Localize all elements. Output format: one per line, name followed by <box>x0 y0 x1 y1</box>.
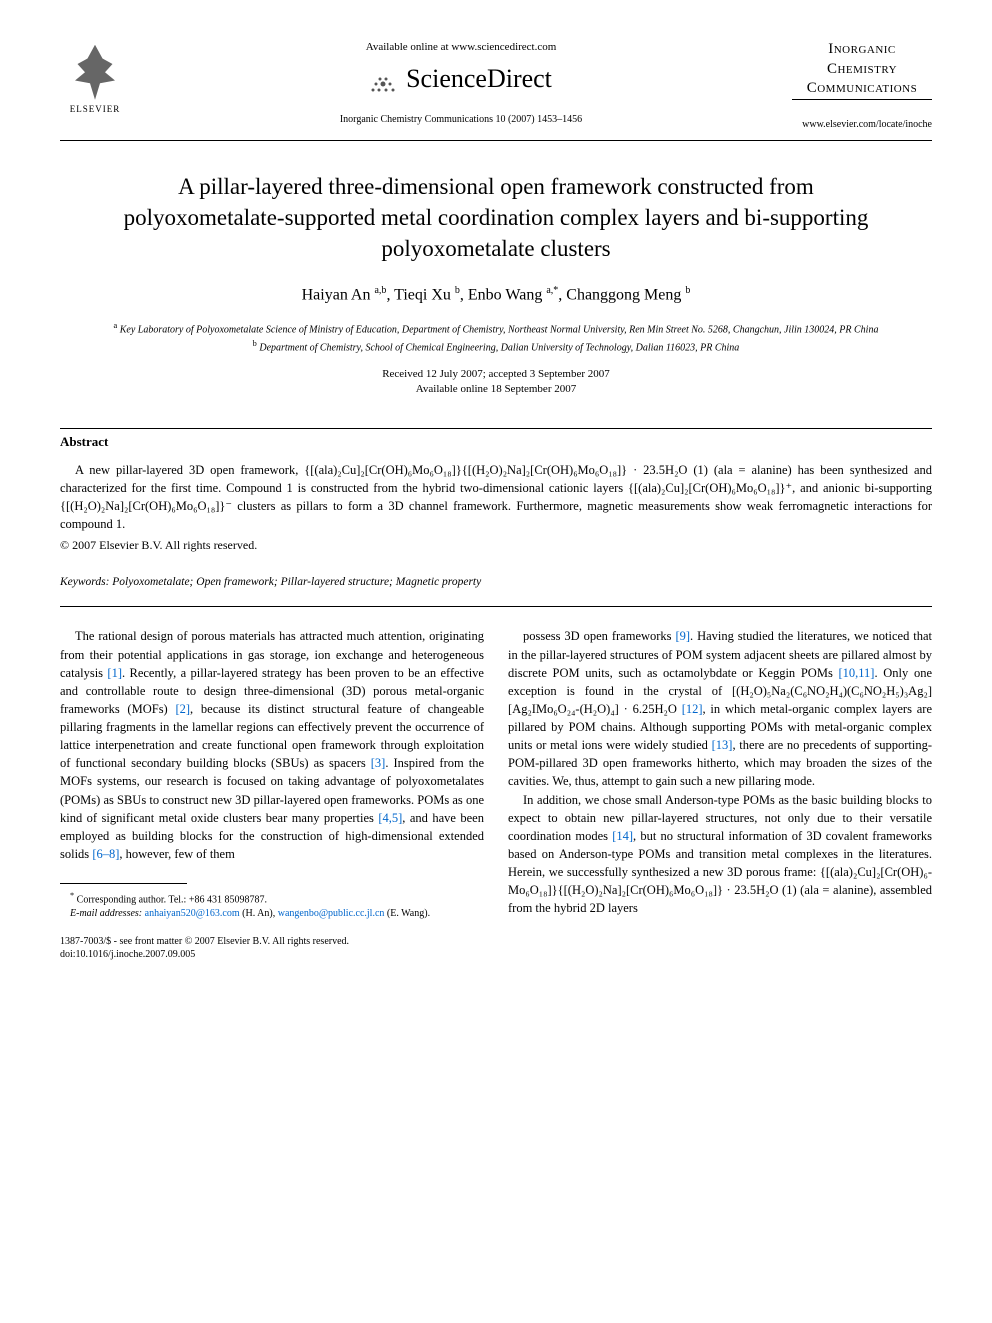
issn-line: 1387-7003/$ - see front matter © 2007 El… <box>60 935 484 948</box>
body-columns: The rational design of porous materials … <box>60 627 932 961</box>
affiliation-a: a Key Laboratory of Polyoxometalate Scie… <box>60 320 932 337</box>
keywords-text: Polyoxometalate; Open framework; Pillar-… <box>112 576 481 588</box>
article-dates: Received 12 July 2007; accepted 3 Septem… <box>60 367 932 398</box>
body-para-2: possess 3D open frameworks [9]. Having s… <box>508 627 932 790</box>
reference-link[interactable]: [1] <box>107 666 122 680</box>
abstract-section: Abstract A new pillar-layered 3D open fr… <box>60 433 932 554</box>
reference-link[interactable]: [10,11] <box>838 666 874 680</box>
journal-url: www.elsevier.com/locate/inoche <box>792 118 932 132</box>
received-date: Received 12 July 2007; accepted 3 Septem… <box>60 367 932 382</box>
elsevier-logo: ELSEVIER <box>60 40 130 120</box>
column-left: The rational design of porous materials … <box>60 627 484 961</box>
paper-header: ELSEVIER Available online at www.science… <box>60 40 932 132</box>
email-link-1[interactable]: anhaiyan520@163.com <box>145 908 240 919</box>
footnotes-block: * Corresponding author. Tel.: +86 431 85… <box>60 890 484 921</box>
reference-link[interactable]: [3] <box>371 756 386 770</box>
keywords-divider <box>60 606 932 607</box>
available-online-text: Available online at www.sciencedirect.co… <box>130 40 792 55</box>
email-addresses-note: E-mail addresses: anhaiyan520@163.com (H… <box>60 907 484 921</box>
reference-link[interactable]: [4,5] <box>378 811 402 825</box>
reference-link[interactable]: [2] <box>175 702 190 716</box>
bottom-info: 1387-7003/$ - see front matter © 2007 El… <box>60 935 484 961</box>
keywords-line: Keywords: Polyoxometalate; Open framewor… <box>60 574 932 590</box>
center-header: Available online at www.sciencedirect.co… <box>130 40 792 127</box>
journal-title-line2: Chemistry <box>792 60 932 80</box>
keywords-label: Keywords: <box>60 576 109 588</box>
reference-link[interactable]: [14] <box>612 829 633 843</box>
body-para-3: In addition, we chose small Anderson-typ… <box>508 791 932 918</box>
body-para-1: The rational design of porous materials … <box>60 627 484 863</box>
reference-link[interactable]: [12] <box>682 702 703 716</box>
footnote-separator <box>60 883 187 884</box>
available-date: Available online 18 September 2007 <box>60 382 932 397</box>
journal-reference: Inorganic Chemistry Communications 10 (2… <box>130 113 792 127</box>
sciencedirect-dots-icon <box>370 70 400 90</box>
affiliation-b: b Department of Chemistry, School of Che… <box>60 338 932 355</box>
abstract-top-divider <box>60 428 932 429</box>
sciencedirect-logo: ScienceDirect <box>370 61 552 97</box>
journal-title-line3: Communications <box>792 79 932 99</box>
header-divider <box>60 140 932 141</box>
author-list: Haiyan An a,b, Tieqi Xu b, Enbo Wang a,*… <box>60 284 932 307</box>
doi-line: doi:10.1016/j.inoche.2007.09.005 <box>60 948 484 961</box>
reference-link[interactable]: [13] <box>712 738 733 752</box>
journal-title-underline <box>792 99 932 100</box>
elsevier-tree-icon <box>70 45 120 100</box>
column-right: possess 3D open frameworks [9]. Having s… <box>508 627 932 961</box>
abstract-copyright: © 2007 Elsevier B.V. All rights reserved… <box>60 537 932 554</box>
journal-logo-block: Inorganic Chemistry Communications www.e… <box>792 40 932 132</box>
abstract-heading: Abstract <box>60 433 932 451</box>
reference-link[interactable]: [9] <box>675 629 690 643</box>
reference-link[interactable]: [6–8] <box>92 847 119 861</box>
email-link-2[interactable]: wangenbo@public.cc.jl.cn <box>278 908 385 919</box>
corresponding-author-note: * Corresponding author. Tel.: +86 431 85… <box>60 890 484 907</box>
affiliations: a Key Laboratory of Polyoxometalate Scie… <box>60 320 932 355</box>
elsevier-label: ELSEVIER <box>70 103 121 116</box>
article-title: A pillar-layered three-dimensional open … <box>100 171 892 264</box>
sciencedirect-text: ScienceDirect <box>406 61 552 97</box>
abstract-text: A new pillar-layered 3D open framework, … <box>60 461 932 534</box>
journal-title-line1: Inorganic <box>792 40 932 60</box>
journal-title-box: Inorganic Chemistry Communications <box>792 40 932 99</box>
